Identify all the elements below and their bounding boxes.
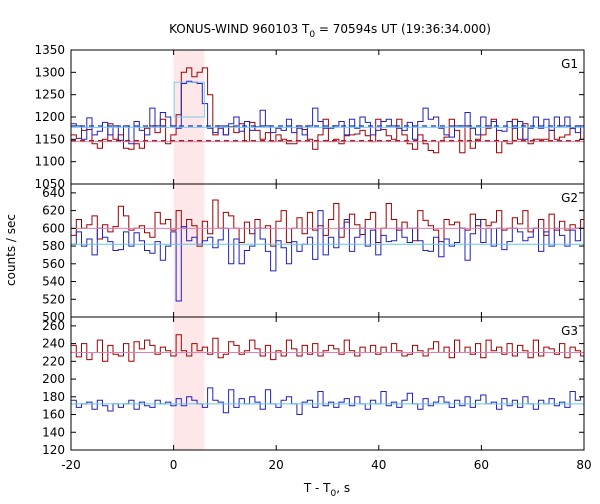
x-tick-label: 60 <box>474 458 489 472</box>
y-tick-label: 600 <box>42 221 65 235</box>
x-tick-label: 0 <box>170 458 178 472</box>
y-tick-label: 220 <box>42 354 65 368</box>
panel-g1: 1050 1100 1150 1200 1250 1300 1350 G1 <box>34 43 585 191</box>
panel-label: G3 <box>561 324 578 338</box>
y-tick-label: 560 <box>42 257 65 271</box>
y-tick-label: 1150 <box>34 132 65 146</box>
y-tick-label: 580 <box>42 239 65 253</box>
y-tick-label: 1350 <box>34 43 65 57</box>
y-tick-label: 120 <box>42 443 65 457</box>
panel-frame <box>70 316 585 451</box>
burst-interval-box <box>173 81 205 118</box>
x-tick-label: 80 <box>576 458 591 472</box>
x-tick-label: 20 <box>269 458 284 472</box>
red-series-line <box>71 199 584 247</box>
y-axis-label: counts / sec <box>4 214 18 286</box>
plot-area <box>71 67 584 154</box>
y-tick-label: 1300 <box>34 65 65 79</box>
y-tick-label: 520 <box>42 292 65 306</box>
y-tick-label: 540 <box>42 275 65 289</box>
panel-label: G2 <box>561 191 578 205</box>
panels: 1050110011501200125013001350G15005205405… <box>34 43 591 472</box>
y-tick-label: 180 <box>42 390 65 404</box>
y-tick-label: 260 <box>42 319 65 333</box>
plot-area <box>71 334 584 415</box>
y-tick-label: 1100 <box>34 155 65 169</box>
y-tick-label: 500 <box>42 310 65 324</box>
y-tick-label: 140 <box>42 425 65 439</box>
plot-area <box>71 199 584 302</box>
panel-label: G1 <box>561 57 578 71</box>
highlight-band <box>173 317 205 450</box>
y-tick-label: 640 <box>42 186 65 200</box>
panel-g3: 120 140 160 180 200 220 240 260 G3 <box>42 316 585 457</box>
blue-series-line <box>71 387 584 415</box>
panel-frame <box>70 49 585 185</box>
y-tick-label: 1250 <box>34 88 65 102</box>
panel-g2: 500 520 540 560 580 600 620 640 G2 <box>42 183 585 324</box>
red-series-line <box>71 67 584 154</box>
x-tick-label: 40 <box>371 458 386 472</box>
x-axis-label: T - T0, s <box>303 481 350 499</box>
y-tick-label: 620 <box>42 204 65 218</box>
highlight-band <box>173 184 205 317</box>
y-tick-label: 200 <box>42 372 65 386</box>
y-tick-label: 240 <box>42 337 65 351</box>
y-tick-label: 1200 <box>34 110 65 124</box>
chart-title: KONUS-WIND 960103 T0 = 70594s UT (19:36:… <box>169 22 491 40</box>
y-tick-label: 1050 <box>34 177 65 191</box>
red-series-line <box>71 334 584 362</box>
x-tick-label: -20 <box>61 458 81 472</box>
y-tick-label: 160 <box>42 408 65 422</box>
